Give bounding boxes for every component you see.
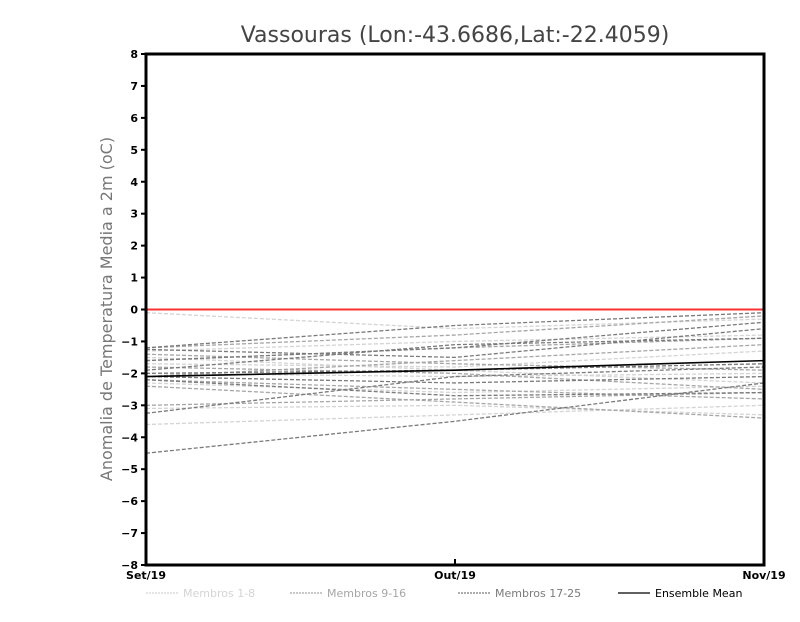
y-axis-label: Anomalia de Temperatura Media a 2m (oC) — [97, 137, 116, 481]
chart-title: Vassouras (Lon:-43.6686,Lat:-22.4059) — [241, 23, 670, 48]
x-tick-label: Out/19 — [434, 569, 476, 582]
member-line-group2-6 — [145, 391, 765, 406]
member-line-group1-7 — [145, 404, 765, 426]
y-tick-label: 2 — [130, 240, 138, 253]
member-line-group1-6 — [145, 404, 765, 416]
y-tick-label: 1 — [130, 272, 138, 285]
y-tick-label: 5 — [130, 144, 138, 157]
member-line-group1-3 — [145, 350, 765, 368]
member-line-group1-5 — [145, 382, 765, 394]
y-tick-label: −7 — [121, 527, 138, 540]
y-tick-label: −6 — [121, 495, 138, 508]
ensemble-mean-line — [145, 359, 765, 378]
legend-label: Membros 1-8 — [183, 587, 255, 600]
member-line-group3-8 — [145, 382, 765, 454]
legend-label: Membros 9-16 — [327, 587, 406, 600]
y-tick-label: −1 — [121, 335, 138, 348]
member-line-group2-5 — [145, 379, 765, 400]
member-line-group1-2 — [145, 334, 765, 352]
member-line-group1-1 — [145, 312, 765, 330]
y-tick-label: 0 — [130, 304, 138, 317]
y-tick-label: 4 — [130, 176, 138, 189]
y-tick-label: 6 — [130, 112, 138, 125]
member-line-group2-3 — [145, 366, 765, 390]
y-tick-label: 8 — [130, 48, 138, 61]
y-tick-label: 3 — [130, 208, 138, 221]
member-line-group3-9 — [145, 337, 765, 371]
x-tick-label: Nov/19 — [742, 569, 785, 582]
member-line-group2-7 — [145, 353, 765, 371]
plot-frame — [144, 52, 766, 567]
legend-label: Membros 17-25 — [495, 587, 581, 600]
member-line-group2-1 — [145, 315, 765, 349]
y-tick-label: −8 — [121, 559, 138, 572]
member-line-group3-2 — [145, 328, 765, 359]
member-line-group3-3 — [145, 321, 765, 362]
y-tick-label: −4 — [121, 431, 138, 444]
y-tick-label: −5 — [121, 463, 138, 476]
member-line-group2-8 — [145, 385, 765, 419]
y-tick-label: −3 — [121, 399, 138, 412]
member-line-group2-4 — [145, 343, 765, 378]
y-tick-label: 7 — [130, 80, 138, 93]
y-tick-label: −2 — [121, 367, 138, 380]
legend-label: Ensemble Mean — [655, 587, 742, 600]
member-line-group3-6 — [145, 379, 765, 397]
member-line-group3-1 — [145, 312, 765, 349]
member-line-group3-5 — [145, 375, 765, 384]
member-line-group3-7 — [145, 366, 765, 414]
x-tick-label: Set/19 — [126, 569, 166, 582]
